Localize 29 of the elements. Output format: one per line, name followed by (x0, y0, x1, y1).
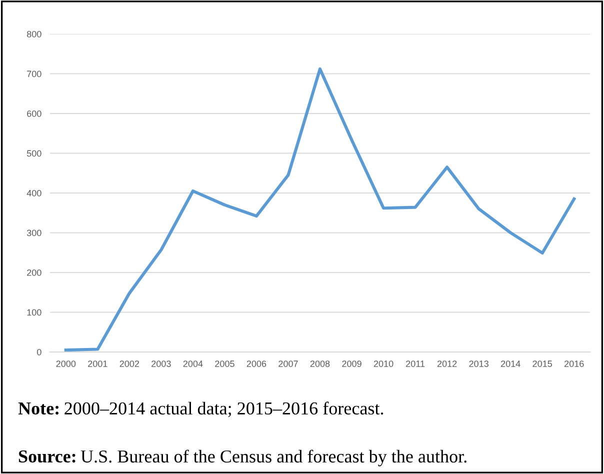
x-tick-label: 2010 (374, 360, 394, 367)
x-tick-label: 2015 (532, 360, 552, 367)
x-tick-label: 2007 (278, 360, 298, 367)
x-tick-label: 2004 (183, 360, 203, 367)
y-tick-label: 800 (27, 30, 42, 38)
x-tick-label: 2013 (469, 360, 488, 367)
x-tick-label: 2009 (342, 360, 362, 367)
source-note: Source: U.S. Bureau of the Census and forecast by the author. (18, 450, 466, 466)
x-tick-label: 2008 (310, 360, 330, 367)
x-tick-label: 2002 (120, 360, 139, 367)
x-tick-label: 2003 (152, 360, 171, 367)
y-tick-label: 400 (26, 190, 42, 196)
y-tick-label: 700 (27, 70, 42, 78)
x-tick-label: 2001 (88, 360, 108, 367)
y-tick-label: 200 (27, 269, 42, 276)
x-tick-label: 2012 (437, 360, 457, 367)
y-tick-label: 0 (37, 348, 42, 356)
x-tick-label: 2000 (56, 360, 76, 367)
y-tick-label: 100 (27, 309, 42, 316)
line-series (64, 67, 576, 352)
y-tick-label: 600 (27, 110, 42, 117)
x-tick-label: 2016 (564, 360, 584, 367)
y-tick-label: 500 (26, 150, 42, 157)
x-tick-label: 2011 (406, 360, 425, 367)
text: Note: 2000–2014 actual data; 2015–2016 forecast. (18, 402, 384, 418)
y-tick-label: 300 (26, 230, 42, 236)
x-tick-label: 2006 (246, 360, 266, 367)
x-tick-label: 2014 (501, 360, 520, 367)
x-tick-label: 2005 (215, 360, 234, 367)
